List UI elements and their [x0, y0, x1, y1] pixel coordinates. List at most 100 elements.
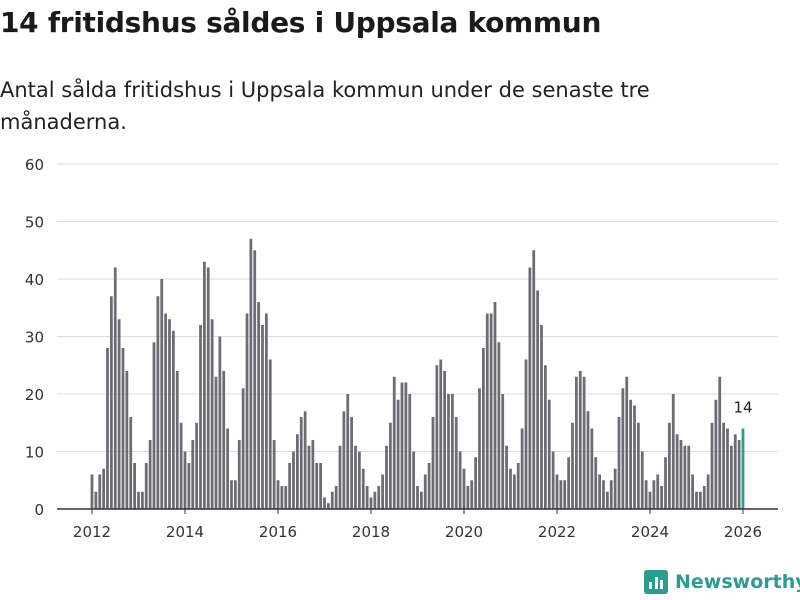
bar [605, 491, 609, 509]
bar [644, 480, 648, 509]
x-tick-label: 2018 [352, 523, 390, 541]
bar [567, 457, 571, 509]
bar [257, 302, 261, 509]
bar [365, 486, 369, 509]
bar [261, 325, 264, 509]
bar [470, 480, 474, 509]
bar [629, 399, 633, 509]
bar [667, 422, 671, 509]
bar [171, 330, 175, 509]
y-tick-label: 30 [25, 329, 44, 347]
newsworthy-logo-icon [644, 570, 668, 594]
x-tick-label: 2016 [259, 523, 297, 541]
bar [106, 348, 109, 509]
x-tick-label: 2014 [166, 523, 204, 541]
bar [357, 451, 361, 509]
bar [524, 359, 528, 509]
bar [307, 445, 311, 509]
bar [691, 474, 695, 509]
bar [137, 491, 140, 509]
y-tick-label: 60 [25, 156, 44, 174]
bar [416, 486, 419, 509]
bar [648, 491, 652, 509]
bar [613, 468, 617, 509]
bar [497, 342, 501, 509]
bar [319, 463, 323, 509]
bar [226, 428, 230, 509]
bar [726, 428, 729, 509]
bar [633, 405, 636, 509]
bar [695, 491, 698, 509]
bar [210, 319, 214, 509]
bar-latest [741, 428, 745, 509]
bar [284, 486, 288, 509]
bar [272, 440, 276, 509]
bar [113, 267, 117, 509]
bar [551, 451, 555, 509]
bar [698, 491, 702, 509]
latest-value-label: 14 [733, 399, 752, 417]
bar [443, 371, 447, 509]
y-tick-label: 10 [25, 444, 44, 462]
bar [431, 417, 435, 509]
bar [109, 296, 113, 509]
bar [276, 480, 280, 509]
bar [396, 399, 400, 509]
bar [563, 480, 567, 509]
bar [435, 365, 439, 509]
bar [148, 440, 152, 509]
bar [602, 480, 605, 509]
bar [427, 463, 431, 509]
bar [594, 457, 598, 509]
bar [245, 313, 249, 509]
bar [485, 313, 489, 509]
x-tick-label: 2024 [631, 523, 669, 541]
bar [419, 491, 423, 509]
bar [295, 434, 299, 509]
bar [191, 440, 195, 509]
bar [249, 238, 253, 509]
bar [516, 463, 520, 509]
bar [578, 371, 582, 509]
bar [474, 457, 478, 509]
bar [206, 267, 210, 509]
bar [729, 445, 733, 509]
bar [621, 388, 625, 509]
bar [462, 468, 466, 509]
bar [361, 468, 365, 509]
bar [532, 250, 536, 509]
bar [458, 451, 462, 509]
bar [303, 411, 307, 509]
bar [299, 417, 303, 509]
bar [536, 290, 540, 509]
bar [454, 417, 458, 509]
bar [199, 325, 202, 509]
bar [543, 365, 547, 509]
y-tick-label: 0 [34, 501, 44, 519]
x-tick-label: 2026 [724, 523, 762, 541]
bar [218, 336, 222, 509]
bar [683, 445, 687, 509]
bar [195, 422, 199, 509]
bar [555, 474, 559, 509]
bar [334, 486, 338, 509]
bar [664, 457, 667, 509]
bar [586, 411, 590, 509]
bar [164, 313, 168, 509]
y-tick-label: 20 [25, 386, 44, 404]
bar [140, 491, 144, 509]
bar [280, 486, 284, 509]
bar [253, 250, 257, 509]
bar [338, 445, 342, 509]
bar [609, 480, 613, 509]
bar [230, 480, 233, 509]
bar [512, 474, 516, 509]
bar [102, 468, 106, 509]
y-tick-label: 50 [25, 214, 44, 232]
bar [547, 399, 551, 509]
bar [656, 474, 660, 509]
bar [660, 486, 664, 509]
bar [292, 451, 295, 509]
bar [373, 491, 377, 509]
bar [381, 474, 385, 509]
